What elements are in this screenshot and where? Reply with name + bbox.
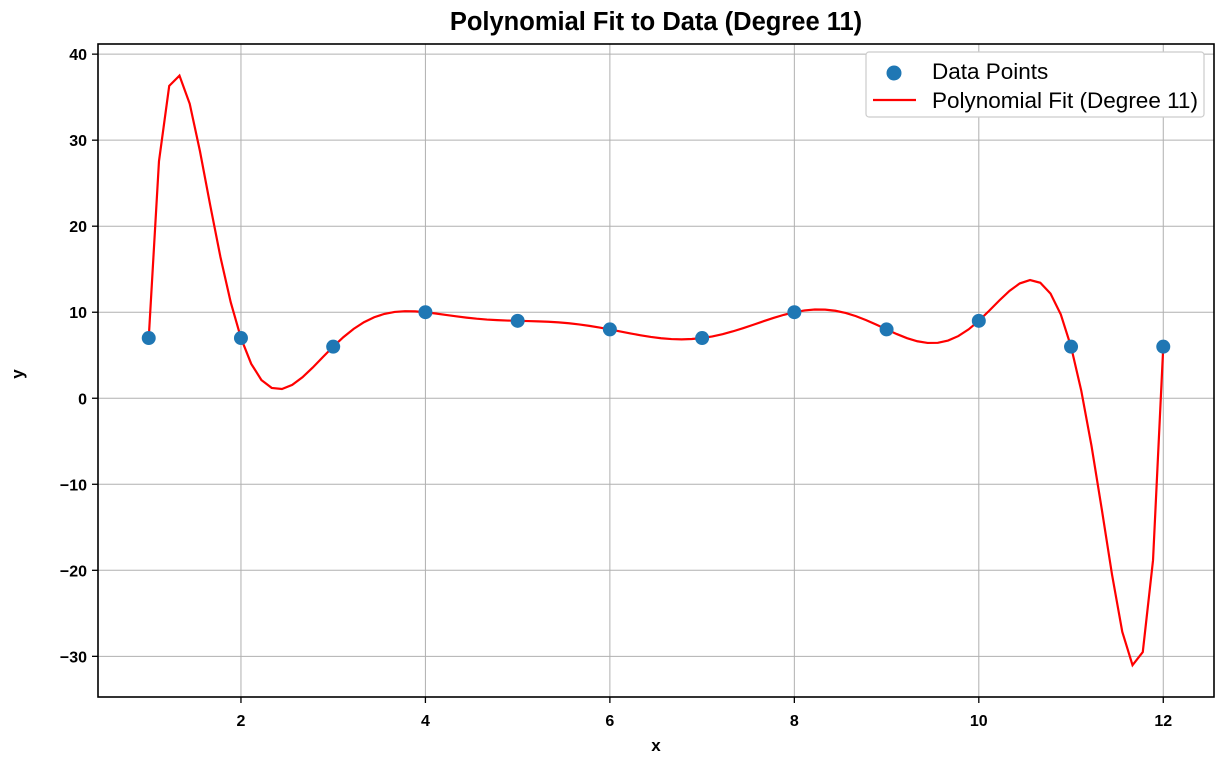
svg-text:x: x: [651, 736, 661, 755]
svg-text:8: 8: [790, 713, 799, 730]
svg-text:40: 40: [69, 47, 87, 64]
svg-text:−30: −30: [60, 649, 87, 666]
svg-text:2: 2: [237, 713, 246, 730]
svg-text:−20: −20: [60, 563, 87, 580]
svg-text:10: 10: [970, 713, 988, 730]
svg-text:6: 6: [605, 713, 614, 730]
svg-text:10: 10: [69, 305, 87, 322]
svg-text:−10: −10: [60, 477, 87, 494]
svg-text:20: 20: [69, 219, 87, 236]
svg-text:0: 0: [78, 391, 87, 408]
svg-text:12: 12: [1154, 713, 1172, 730]
svg-text:4: 4: [421, 713, 430, 730]
svg-text:y: y: [8, 369, 27, 379]
svg-text:Data Points: Data Points: [932, 59, 1048, 84]
svg-text:30: 30: [69, 133, 87, 150]
svg-text:Polynomial Fit to Data (Degree: Polynomial Fit to Data (Degree 11): [450, 8, 862, 36]
svg-text:Polynomial Fit (Degree 11): Polynomial Fit (Degree 11): [932, 88, 1198, 113]
